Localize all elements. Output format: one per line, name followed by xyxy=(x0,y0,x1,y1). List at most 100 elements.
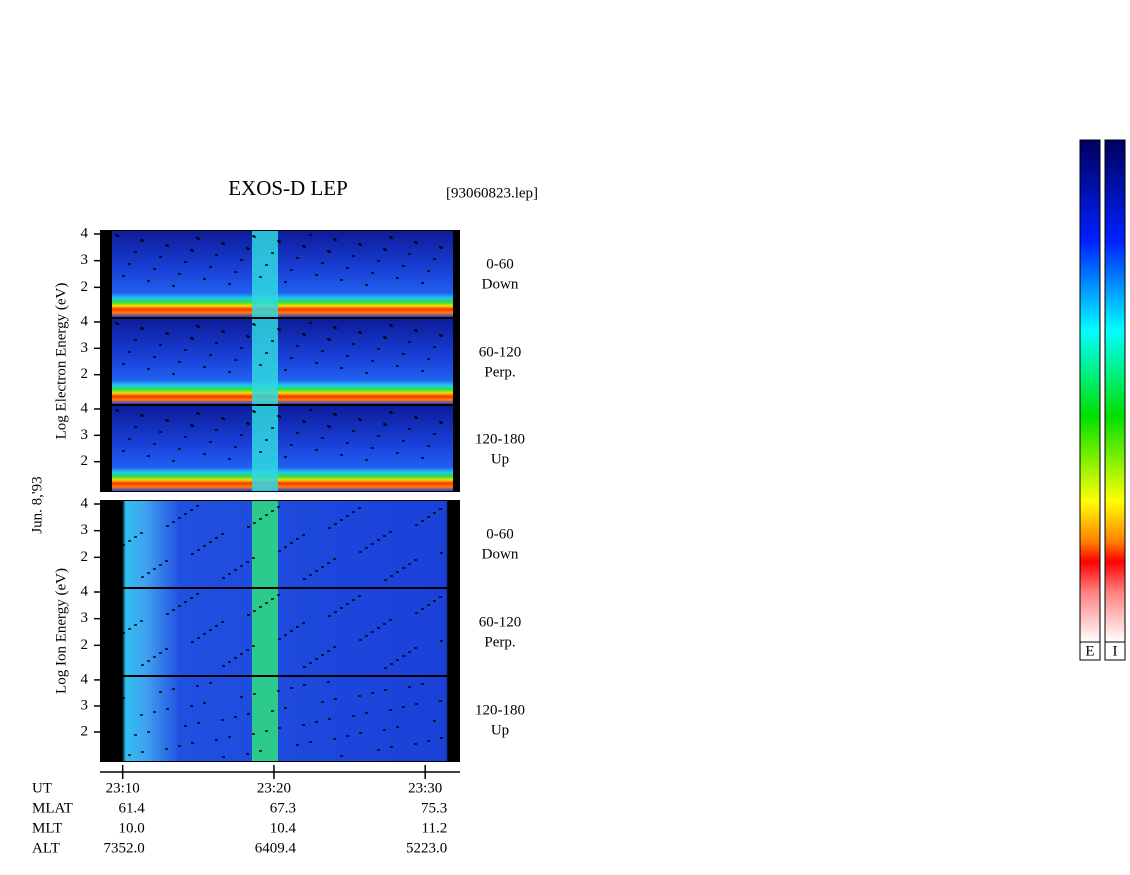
speckle xyxy=(315,570,318,572)
orbit-label: MLT xyxy=(32,820,62,836)
speckle xyxy=(252,645,255,647)
speckle xyxy=(359,332,362,334)
speckle xyxy=(141,751,144,753)
speckle xyxy=(228,371,231,373)
speckle xyxy=(259,276,262,278)
speckle xyxy=(209,629,212,631)
speckle xyxy=(203,702,206,704)
speckle xyxy=(384,424,387,426)
y-tick-label: 3 xyxy=(81,522,89,538)
speckle xyxy=(365,372,368,374)
speckle xyxy=(253,236,256,238)
speckle xyxy=(196,593,199,595)
speckle xyxy=(315,274,318,276)
speckle xyxy=(396,726,399,728)
speckle xyxy=(209,354,212,356)
speckle xyxy=(265,602,268,604)
speckle xyxy=(439,596,442,598)
y-tick-label: 2 xyxy=(81,453,89,469)
speckle xyxy=(377,348,380,350)
speckle xyxy=(271,340,274,342)
speckle xyxy=(159,691,162,693)
speckle xyxy=(141,240,144,242)
speckle xyxy=(252,557,255,559)
speckle xyxy=(203,278,206,280)
speckle xyxy=(359,732,362,734)
speckle xyxy=(384,249,387,251)
speckle xyxy=(240,434,243,436)
speckle xyxy=(259,364,262,366)
panel-label: 0-60 xyxy=(486,526,514,542)
speckle xyxy=(240,259,243,261)
speckle xyxy=(215,537,218,539)
speckle xyxy=(166,708,169,710)
speckle xyxy=(191,425,194,427)
speckle xyxy=(228,283,231,285)
speckle xyxy=(296,744,299,746)
speckle xyxy=(328,426,331,428)
speckle xyxy=(215,625,218,627)
speckle xyxy=(328,527,331,529)
speckle xyxy=(414,559,417,561)
speckle xyxy=(178,448,181,450)
orbit-value: 11.2 xyxy=(422,820,448,836)
speckle xyxy=(303,578,306,580)
speckle xyxy=(415,703,418,705)
speckle xyxy=(414,743,417,745)
speckle xyxy=(296,538,299,540)
speckle xyxy=(439,508,442,510)
speckle xyxy=(222,243,225,245)
speckle xyxy=(166,420,169,422)
speckle xyxy=(128,263,131,265)
speckle xyxy=(352,343,355,345)
speckle xyxy=(184,601,187,603)
speckle xyxy=(371,272,374,274)
speckle xyxy=(277,506,280,508)
speckle xyxy=(396,277,399,279)
speckle xyxy=(203,453,206,455)
speckle xyxy=(115,592,118,594)
speckle xyxy=(191,641,194,643)
speckle xyxy=(134,624,137,626)
speckle xyxy=(128,628,131,630)
speckle xyxy=(197,413,200,415)
spectrogram xyxy=(112,677,453,761)
speckle xyxy=(396,452,399,454)
speckle xyxy=(203,633,206,635)
speckle xyxy=(371,447,374,449)
speckle xyxy=(421,520,424,522)
speckle xyxy=(303,246,306,248)
speckle xyxy=(309,409,312,411)
speckle xyxy=(134,339,137,341)
speckle xyxy=(421,683,424,685)
spectrogram xyxy=(112,501,453,587)
speckle xyxy=(309,322,312,324)
speckle xyxy=(415,330,418,332)
speckle xyxy=(234,716,237,718)
speckle xyxy=(346,603,349,605)
speckle xyxy=(334,239,337,241)
speckle xyxy=(240,696,243,698)
panel-label: 0-60 xyxy=(486,256,514,272)
speckle xyxy=(253,522,256,524)
speckle xyxy=(440,737,443,739)
colorbar xyxy=(1079,139,1101,643)
orbit-value: 6409.4 xyxy=(255,840,297,856)
speckle xyxy=(128,754,131,756)
spectrogram xyxy=(112,589,453,675)
y-tick-label: 2 xyxy=(81,549,89,565)
speckle xyxy=(141,664,144,666)
speckle xyxy=(284,707,287,709)
speckle xyxy=(433,433,436,435)
speckle xyxy=(153,711,156,713)
speckle xyxy=(116,410,119,412)
panel-sublabel: Perp. xyxy=(484,634,515,650)
speckle xyxy=(222,665,225,667)
speckle xyxy=(440,552,443,554)
speckle xyxy=(122,275,125,277)
speckle xyxy=(228,661,231,663)
speckle xyxy=(346,735,349,737)
speckle xyxy=(234,359,237,361)
speckle xyxy=(197,238,200,240)
y-tick-label: 4 xyxy=(81,495,89,511)
